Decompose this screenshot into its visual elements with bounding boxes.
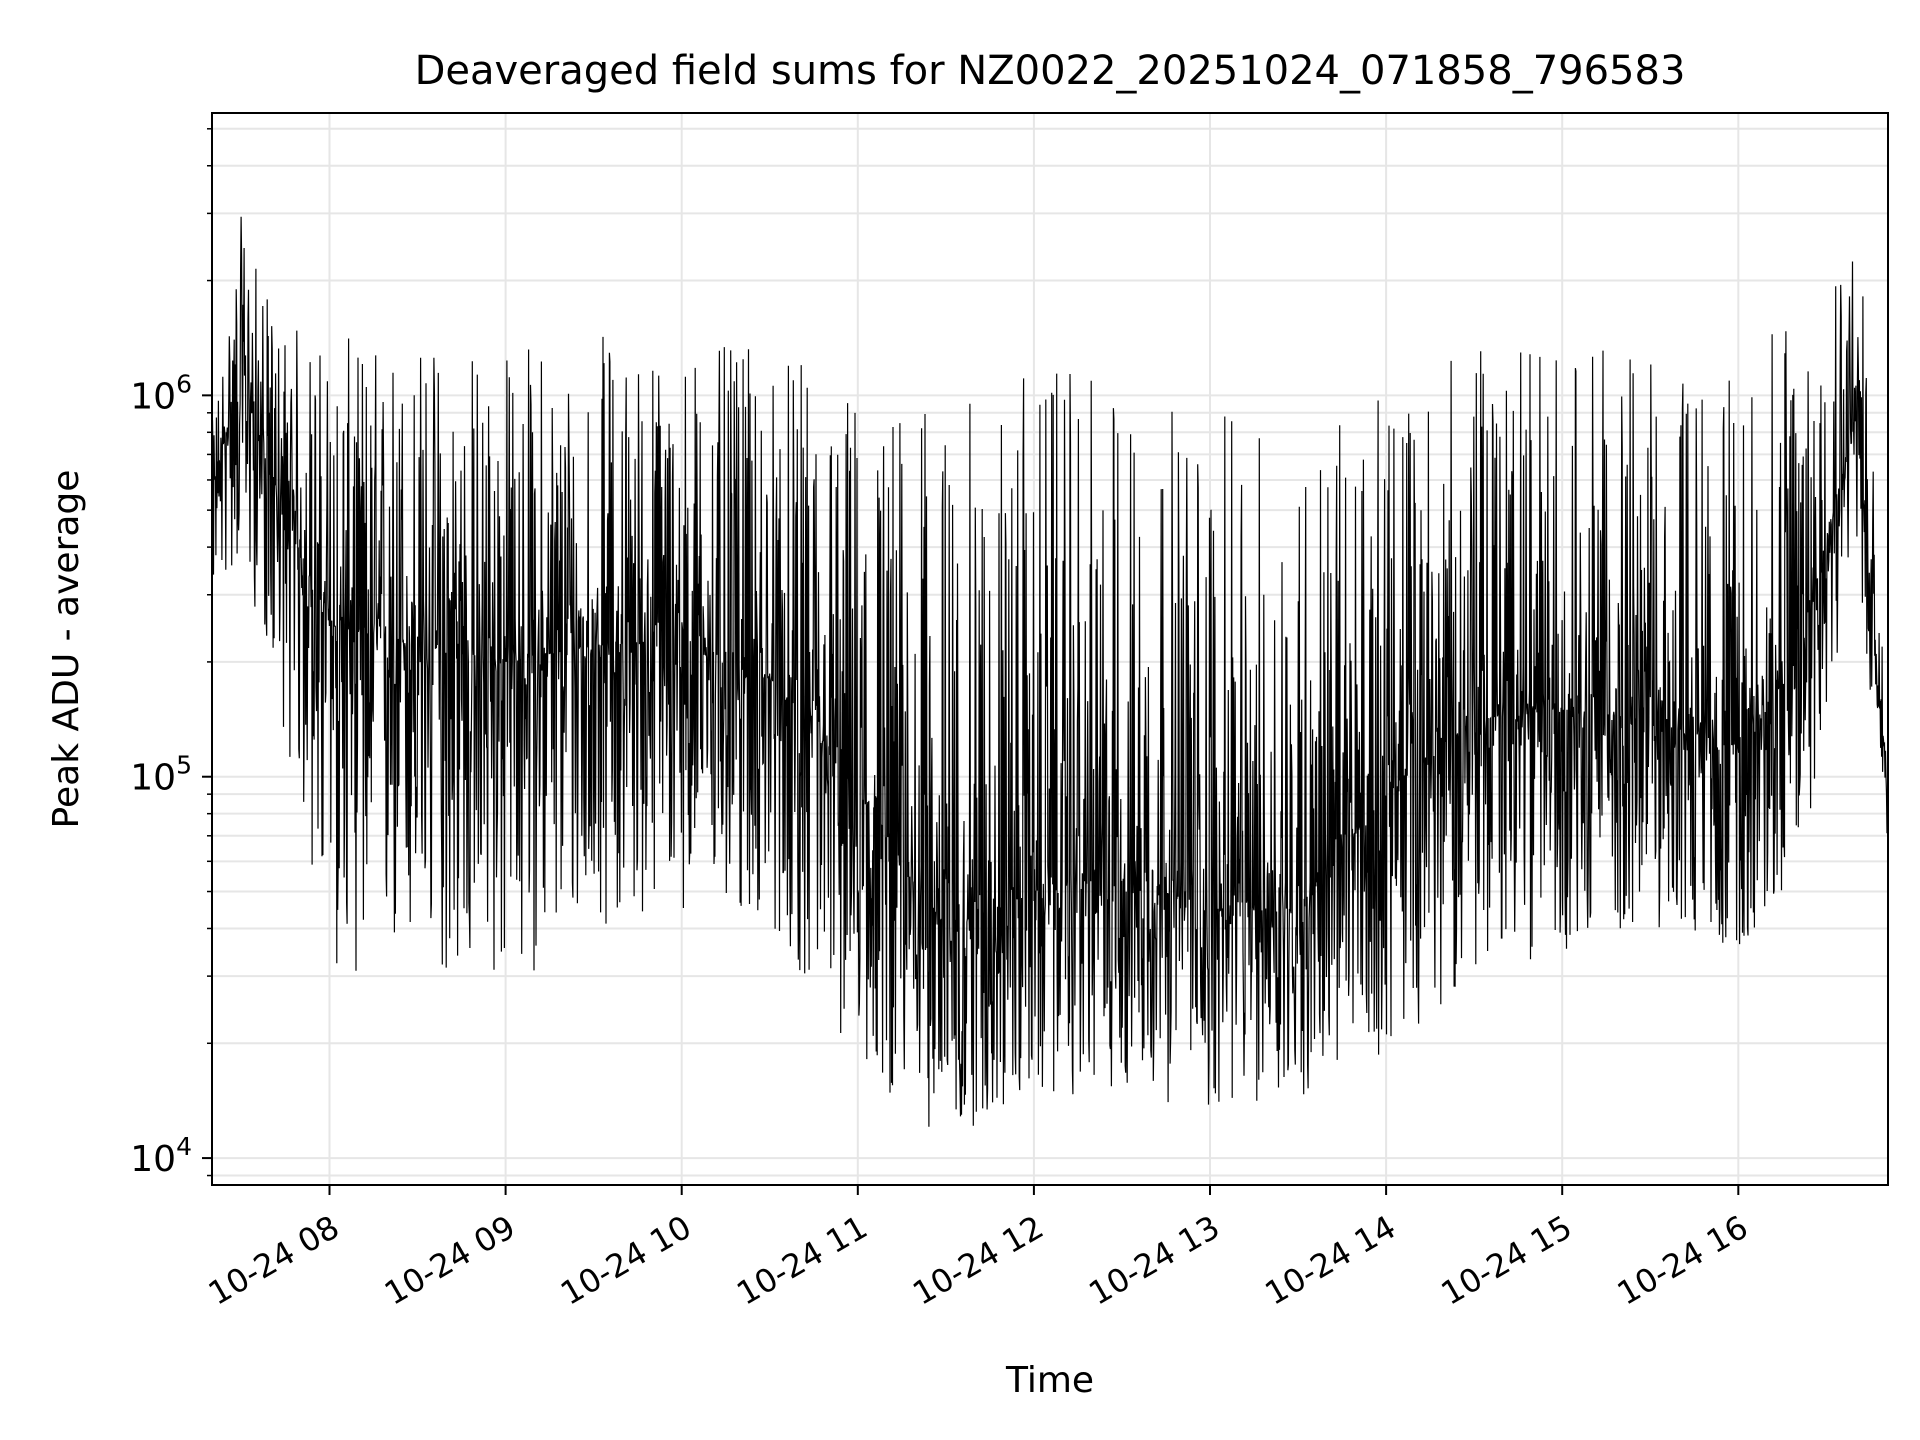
y-tick-label: 104 bbox=[130, 1132, 192, 1180]
x-axis-label: Time bbox=[1005, 1360, 1094, 1401]
chart-title: Deaveraged field sums for NZ0022_2025102… bbox=[415, 48, 1686, 94]
y-tick-label: 105 bbox=[130, 751, 192, 799]
y-axis-label: Peak ADU - average bbox=[46, 470, 87, 829]
series-line bbox=[212, 216, 1888, 1127]
y-axis: 104 105 106 bbox=[130, 128, 212, 1180]
y-tick-label: 106 bbox=[130, 369, 192, 417]
plot-frame bbox=[211, 112, 1889, 1186]
